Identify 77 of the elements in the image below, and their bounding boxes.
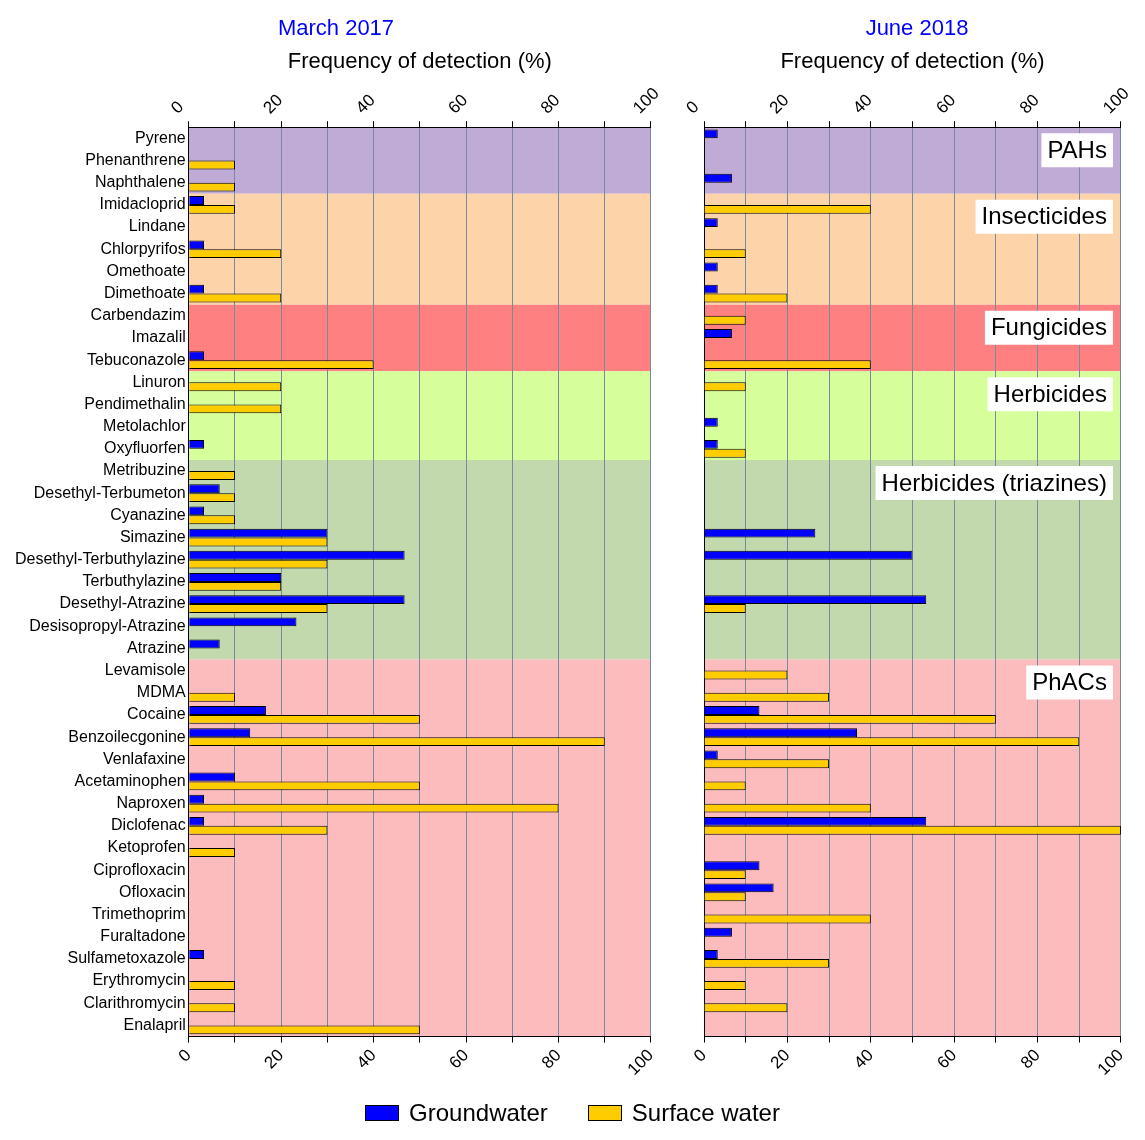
x-tick-label: 40 [351, 90, 379, 118]
x-tick-label: 80 [536, 90, 564, 118]
y-tick-label: Acetaminophen [74, 771, 186, 789]
y-tick-label: Terbuthylazine [82, 572, 186, 590]
x2-tick-label: 60 [445, 1045, 473, 1073]
x-tick-label: 80 [1015, 90, 1043, 118]
y-tick-label: Imidacloprid [99, 195, 186, 213]
x-tick-label: 20 [259, 90, 287, 118]
y-tick-label: Furaltadone [100, 927, 186, 945]
y-tick-label: Desisopropyl-Atrazine [29, 616, 186, 634]
y-tick-label: Metolachlor [103, 417, 187, 435]
x2-tick-label: 0 [690, 1045, 711, 1066]
y-tick-label: Chlorpyrifos [100, 239, 186, 257]
y-tick-label: Diclofenac [111, 816, 186, 834]
x-tick-label: 60 [444, 90, 472, 118]
y-tick-label: Tebuconazole [87, 350, 186, 368]
x2-tick-label: 80 [1016, 1045, 1044, 1073]
y-tick-label: Venlafaxine [103, 749, 186, 767]
x-tick-label: 20 [765, 90, 793, 118]
y-tick-label: Atrazine [127, 638, 186, 656]
x2-tick-label: 100 [1093, 1045, 1128, 1079]
band-label: Herbicides (triazines) [881, 468, 1107, 496]
x2-tick-label: 20 [766, 1045, 794, 1073]
y-tick-label: Dimethoate [103, 284, 186, 302]
x2-tick-label: 100 [623, 1045, 658, 1079]
y-tick-label: Oxyfluorfen [103, 439, 186, 457]
y-tick-label: Benzoilecgonine [68, 727, 186, 745]
y-tick-label: MDMA [136, 683, 187, 701]
y-tick-label: Clarithromycin [83, 993, 186, 1011]
y-tick-label: Naproxen [116, 794, 186, 812]
y-tick-label: Cyanazine [110, 505, 186, 523]
y-tick-label: Trimethoprim [92, 904, 186, 922]
y-tick-label: Carbendazim [90, 306, 186, 324]
y-tick-label: Ketoprofen [107, 838, 186, 856]
y-tick-label: Metribuzine [103, 461, 186, 479]
x-tick-label: 0 [167, 97, 188, 118]
band-label: Herbicides [993, 379, 1107, 407]
x2-tick-label: 20 [260, 1045, 288, 1073]
x-tick-label: 60 [932, 90, 960, 118]
x-tick-label: 100 [1099, 83, 1133, 118]
y-tick-label: Desethyl-Terbuthylazine [15, 550, 186, 568]
x2-axis-title: Frequency of detection (%) [287, 47, 552, 73]
y-tick-label: Erythromycin [92, 971, 186, 989]
band-label: Fungicides [990, 313, 1107, 341]
y-tick-label: Simazine [119, 527, 186, 545]
y-tick-label: Sulfametoxazole [67, 949, 186, 967]
x2-tick-label: 60 [933, 1045, 961, 1073]
y-tick-label: Linuron [132, 372, 186, 390]
y-tick-label: Naphthalene [95, 173, 186, 191]
band-label: PAHs [1047, 135, 1107, 163]
x-tick-label: 100 [629, 83, 663, 118]
legend-label: Surface water [631, 1099, 780, 1127]
y-tick-label: Lindane [128, 217, 186, 235]
band-label: Insecticides [981, 202, 1107, 230]
y-tick-label: Levamisole [104, 661, 186, 679]
y-tick-label: Ciprofloxacin [93, 860, 186, 878]
band-label: PhACs [1032, 668, 1107, 696]
x2-axis-title: Frequency of detection (%) [780, 47, 1045, 73]
x-tick-label: 40 [849, 90, 876, 118]
x2-tick-label: 40 [352, 1045, 380, 1073]
legend-label: Groundwater [409, 1099, 548, 1127]
chart-title: March 2017 [277, 15, 395, 41]
y-tick-label: Enalapril [123, 1015, 186, 1033]
y-tick-label: Imazalil [131, 328, 186, 346]
y-tick-label: Cocaine [127, 705, 186, 723]
y-tick-label: Desethyl-Atrazine [59, 594, 186, 612]
y-tick-label: Pendimethalin [84, 394, 186, 412]
y-tick-label: Omethoate [106, 261, 186, 279]
y-tick-label: Desethyl-Terbumeton [33, 483, 186, 501]
y-tick-label: Ofloxacin [119, 882, 186, 900]
x2-tick-label: 0 [174, 1045, 195, 1066]
y-tick-label: Phenanthrene [85, 150, 186, 168]
y-tick-label: Pyrene [135, 128, 186, 146]
chart-title: June 2018 [865, 15, 969, 41]
x2-tick-label: 80 [537, 1045, 565, 1073]
x2-tick-label: 40 [850, 1045, 877, 1073]
x-tick-label: 0 [682, 97, 703, 118]
